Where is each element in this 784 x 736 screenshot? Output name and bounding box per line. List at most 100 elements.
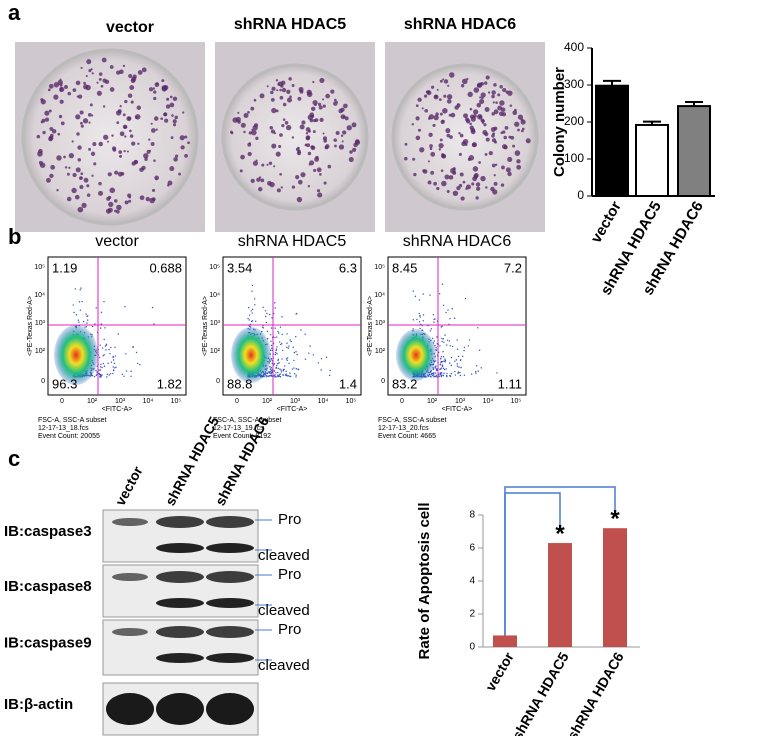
x-tick-label: 10⁴ (143, 398, 154, 405)
event (275, 349, 277, 352)
colony (184, 154, 188, 158)
event (436, 376, 438, 378)
event (435, 374, 438, 376)
colony (48, 136, 53, 142)
quadrant-value: 88.8 (227, 376, 252, 391)
colony (404, 156, 408, 161)
colony (47, 88, 51, 92)
colony (512, 144, 516, 148)
event (85, 326, 88, 328)
quadrant-value: 1.19 (52, 260, 77, 275)
colony (307, 185, 311, 188)
colony (149, 197, 155, 204)
colony (40, 120, 44, 124)
colony (427, 160, 430, 163)
event (446, 344, 448, 346)
colony (240, 122, 246, 128)
colony (432, 123, 436, 127)
event (288, 345, 290, 347)
colony (502, 87, 507, 93)
colony (77, 206, 84, 213)
colony (127, 116, 131, 120)
event (270, 369, 273, 372)
flow-footer: Event Count: 8192 (213, 433, 271, 440)
colony (415, 116, 420, 121)
colony (428, 132, 433, 138)
y-tick-label: 300 (564, 77, 584, 91)
colony (467, 91, 473, 98)
flow-footer: Event Count: 4665 (378, 433, 436, 440)
event (449, 318, 451, 320)
band (206, 598, 254, 608)
colony (485, 186, 488, 189)
event (137, 362, 139, 365)
event (277, 374, 279, 376)
event (114, 355, 116, 357)
event (440, 357, 442, 360)
event (430, 328, 433, 330)
colony (493, 83, 497, 87)
y-tick-label: 10³ (210, 320, 221, 327)
flow-footer: FSC-A, SSC-A subset (213, 417, 282, 424)
colony (507, 90, 513, 96)
colony (318, 105, 323, 110)
colony (91, 174, 94, 177)
event (442, 361, 444, 363)
colony (325, 93, 330, 99)
event (279, 373, 281, 375)
event (98, 356, 101, 359)
x-tick-label: 10² (427, 398, 438, 405)
colony (314, 118, 319, 123)
event (274, 375, 277, 378)
colony (520, 119, 526, 125)
y-tick-label: 200 (564, 114, 584, 128)
y-tick-label: 0 (469, 642, 475, 653)
colony (484, 81, 488, 85)
event (450, 356, 453, 359)
colony (165, 104, 171, 109)
colony (340, 114, 346, 120)
colony (71, 140, 74, 143)
colony (60, 121, 65, 126)
x-tick-label: 10⁴ (318, 398, 329, 405)
quadrant-value: 3.54 (227, 260, 252, 275)
event (304, 333, 306, 335)
colony (354, 139, 361, 146)
colony (46, 177, 51, 183)
colony (81, 202, 87, 208)
event (130, 370, 132, 372)
event (75, 314, 78, 316)
y-axis-label: Rate of Apoptosis cell (416, 503, 433, 660)
event (276, 353, 278, 355)
event (106, 373, 109, 375)
event (93, 375, 96, 378)
event (139, 364, 141, 366)
event (264, 310, 267, 312)
event (475, 372, 477, 374)
event (445, 311, 447, 314)
colony (98, 190, 104, 196)
event (103, 365, 106, 367)
event (477, 370, 479, 372)
colony (514, 150, 521, 156)
colony (297, 149, 301, 154)
colony (525, 138, 531, 144)
blot-label: IB:caspase3 (4, 523, 92, 540)
event (266, 375, 269, 377)
band (206, 571, 254, 583)
colony (38, 160, 43, 165)
event (438, 293, 441, 295)
colony (275, 79, 279, 82)
event (280, 343, 282, 346)
event (271, 317, 273, 319)
event (269, 334, 272, 336)
event (108, 348, 110, 351)
plate-label: shRNA HDAC5 (234, 16, 346, 33)
event (112, 356, 114, 358)
colony (247, 111, 250, 114)
colony (83, 177, 89, 183)
colony (316, 189, 321, 193)
y-tick-label: 0 (577, 188, 584, 202)
event (459, 374, 462, 377)
